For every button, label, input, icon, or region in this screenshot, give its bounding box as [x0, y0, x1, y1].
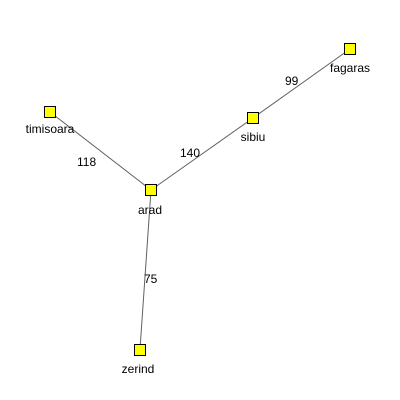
node-timisoara-label: timisoara: [26, 122, 75, 136]
node-zerind[interactable]: zerind: [122, 344, 155, 377]
edge-label-arad-sibiu: 140: [180, 146, 200, 160]
edge-label-arad-timisoara: 118: [77, 155, 96, 169]
edge-arad-timisoara-line: [49, 111, 152, 191]
node-sibiu-box[interactable]: [247, 112, 259, 124]
node-timisoara-box[interactable]: [44, 106, 56, 118]
edge-label-arad-zerind: 75: [144, 272, 158, 286]
node-zerind-label: zerind: [122, 362, 155, 376]
node-fagaras-box[interactable]: [344, 43, 356, 55]
edges-layer: 118 140 75 99: [49, 48, 351, 350]
edge-arad-zerind-line: [139, 189, 152, 350]
node-sibiu[interactable]: sibiu: [241, 112, 266, 145]
edge-label-sibiu-fagaras: 99: [285, 74, 299, 88]
node-fagaras[interactable]: fagaras: [330, 43, 370, 76]
node-timisoara[interactable]: timisoara: [26, 106, 75, 137]
edge-sibiu-fagaras-line: [252, 48, 351, 119]
node-fagaras-label: fagaras: [330, 61, 370, 75]
node-arad-box[interactable]: [145, 184, 157, 196]
node-arad[interactable]: arad: [138, 184, 162, 218]
node-arad-label: arad: [138, 203, 162, 217]
node-zerind-box[interactable]: [134, 344, 146, 356]
node-sibiu-label: sibiu: [241, 130, 266, 144]
edge-arad-sibiu-line: [150, 117, 254, 191]
nodes-layer: arad zerind timisoara sibiu fagaras: [26, 43, 370, 377]
